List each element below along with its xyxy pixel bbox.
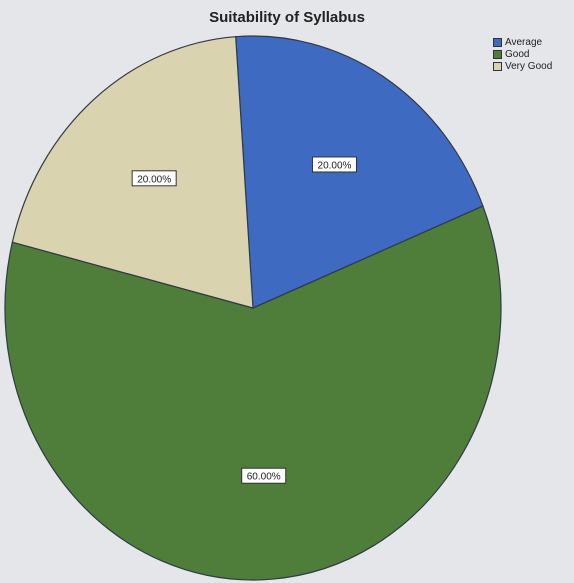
data-label-text-very-good: 20.00% xyxy=(137,174,171,185)
legend-swatch-good xyxy=(493,49,502,59)
legend: Average Good Very Good xyxy=(493,36,552,72)
data-label-good: 60.00% xyxy=(241,467,287,484)
chart-title: Suitability of Syllabus xyxy=(209,9,365,26)
data-label-text-good: 60.00% xyxy=(247,472,281,483)
data-label-text-average: 20.00% xyxy=(318,160,352,171)
pie-slice-good xyxy=(4,205,502,581)
legend-swatch-average xyxy=(493,37,502,47)
data-label-very-good: 20.00% xyxy=(131,170,177,187)
legend-swatch-very-good xyxy=(493,61,502,71)
pie-slice-average xyxy=(235,35,484,309)
legend-item-average: Average xyxy=(493,36,552,48)
data-label-average: 20.00% xyxy=(311,156,357,173)
legend-label-average: Average xyxy=(505,36,543,48)
legend-label-very-good: Very Good xyxy=(505,60,553,72)
legend-label-good: Good xyxy=(505,48,530,60)
legend-item-good: Good xyxy=(493,48,552,60)
legend-item-very-good: Very Good xyxy=(493,60,552,72)
